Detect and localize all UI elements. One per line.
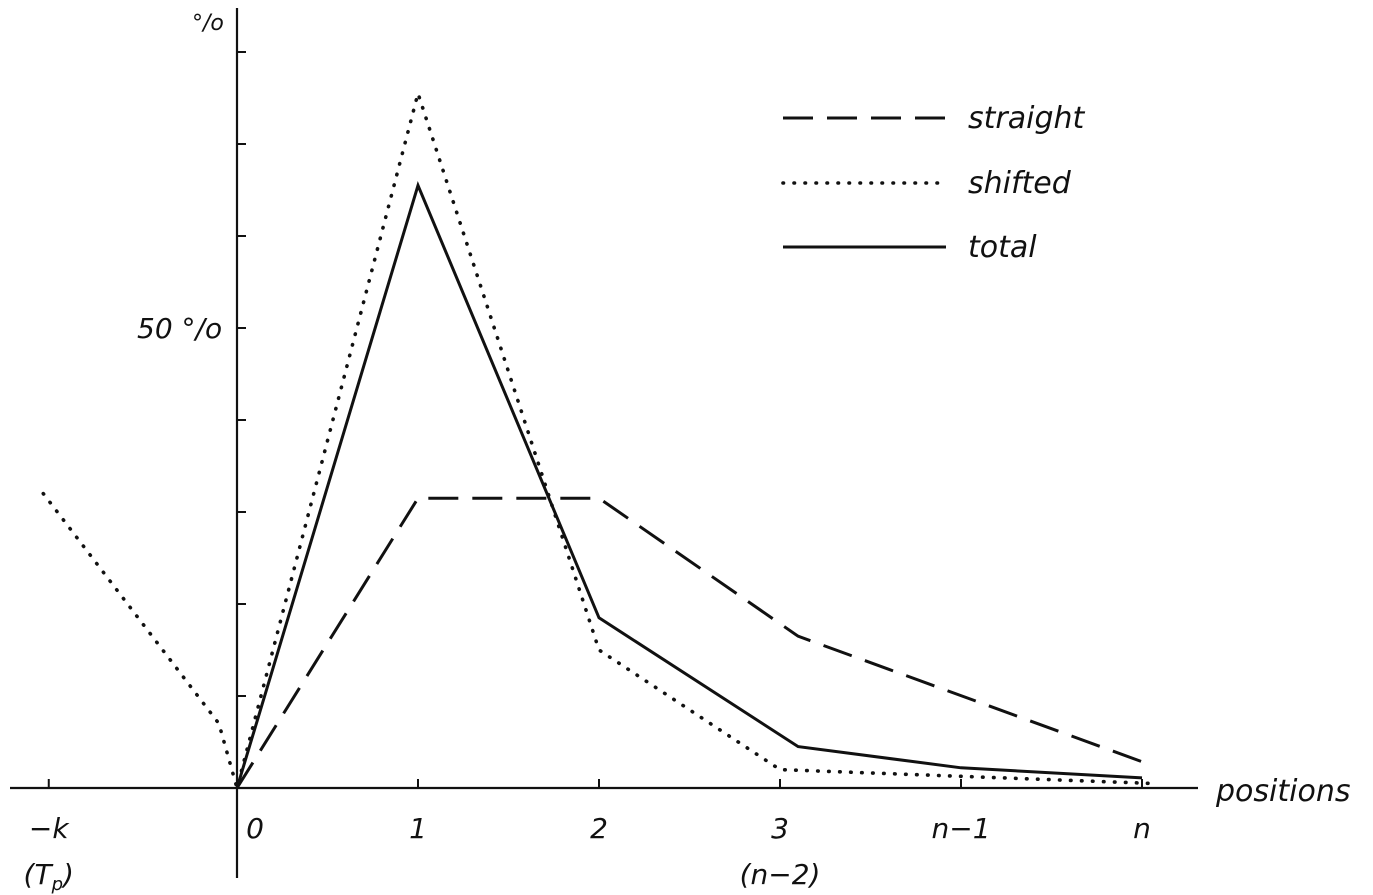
x-sub-label: (n−2) bbox=[740, 858, 821, 891]
y-axis-label: °/o bbox=[192, 11, 224, 36]
x-tick-label: n bbox=[1133, 812, 1151, 845]
legend: straight shifted total bbox=[781, 101, 1086, 265]
x-axis-label: positions bbox=[1215, 774, 1350, 809]
x-tick-label: 0 bbox=[246, 812, 264, 845]
legend-label-straight: straight bbox=[968, 101, 1086, 136]
series-layer bbox=[41, 86, 1153, 795]
x-tick-label: 3 bbox=[771, 812, 789, 845]
legend-label-total: total bbox=[968, 230, 1037, 265]
axes bbox=[10, 8, 1198, 878]
x-sub-label-subscript: p bbox=[51, 874, 63, 895]
x-tick-label: 1 bbox=[409, 812, 427, 845]
x-tick-labels: −k 0 1 2 3 n−1 n (Tp) (n−2) bbox=[24, 812, 1151, 895]
y-tick-label-50: 50 °/o bbox=[137, 312, 222, 345]
series-total bbox=[235, 180, 1143, 789]
x-tick-label: −k bbox=[29, 812, 70, 845]
x-tick-label: n−1 bbox=[931, 812, 990, 845]
y-ticks bbox=[237, 51, 246, 697]
x-tick-label: 2 bbox=[590, 812, 608, 845]
x-ticks bbox=[47, 779, 1143, 788]
series-straight bbox=[235, 496, 1152, 789]
x-sub-label: (Tp) bbox=[24, 858, 74, 895]
legend-label-shifted: shifted bbox=[968, 166, 1072, 201]
x-sub-label-suffix: ) bbox=[61, 858, 74, 891]
